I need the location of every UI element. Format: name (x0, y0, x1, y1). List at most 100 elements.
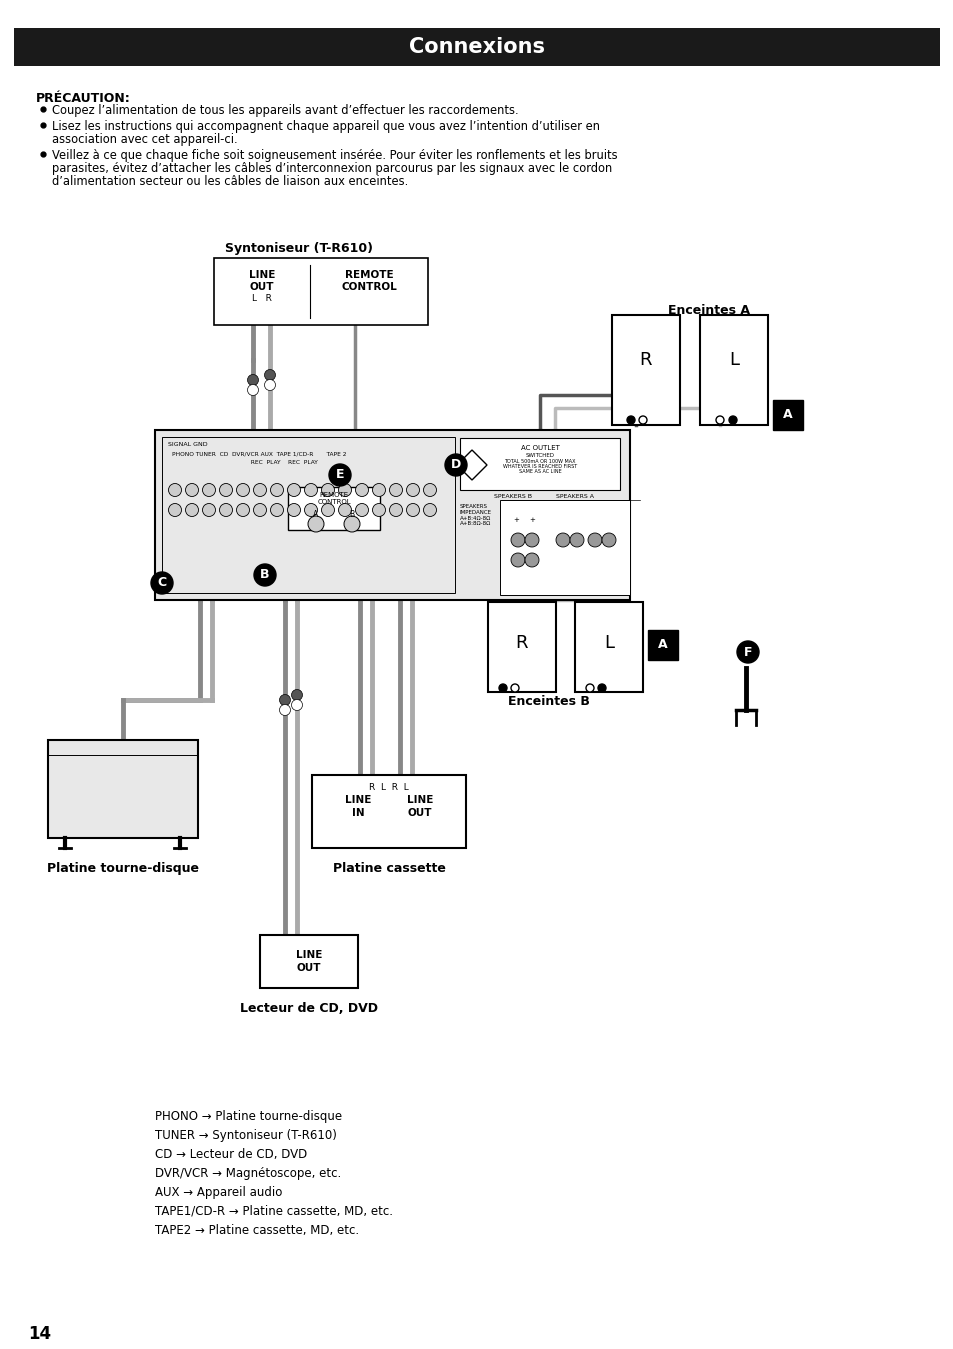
Circle shape (287, 483, 300, 496)
Bar (488, 602, 556, 692)
Circle shape (569, 533, 583, 546)
Text: Connexions: Connexions (409, 36, 544, 57)
Text: TAPE1/CD-R → Platine cassette, MD, etc.: TAPE1/CD-R → Platine cassette, MD, etc. (154, 1205, 393, 1218)
Circle shape (406, 503, 419, 517)
Text: C: C (157, 576, 167, 590)
Text: d’alimentation secteur ou les câbles de liaison aux enceintes.: d’alimentation secteur ou les câbles de … (52, 175, 408, 188)
Circle shape (639, 415, 646, 424)
Bar (700, 316, 767, 425)
Text: OUT: OUT (296, 963, 321, 973)
Circle shape (344, 517, 359, 532)
Text: REMOTE: REMOTE (344, 270, 393, 281)
Circle shape (389, 503, 402, 517)
Text: LINE: LINE (249, 270, 274, 281)
Text: Platine tourne-disque: Platine tourne-disque (47, 862, 199, 876)
Text: SWITCHED: SWITCHED (525, 453, 554, 459)
Circle shape (355, 483, 368, 496)
Circle shape (511, 533, 524, 546)
Bar (162, 437, 455, 594)
Circle shape (524, 533, 538, 546)
Circle shape (304, 483, 317, 496)
Circle shape (585, 684, 594, 692)
Text: A: A (313, 510, 318, 519)
Text: REMOTE: REMOTE (319, 492, 348, 498)
Text: Syntoniseur (T-R610): Syntoniseur (T-R610) (225, 241, 373, 255)
Text: LINE: LINE (295, 950, 322, 960)
Bar (260, 935, 357, 987)
Circle shape (728, 415, 737, 424)
Circle shape (423, 503, 436, 517)
Circle shape (292, 689, 302, 700)
Bar (575, 602, 642, 692)
Circle shape (202, 483, 215, 496)
Circle shape (587, 533, 601, 546)
Text: 14: 14 (28, 1325, 51, 1344)
Bar (213, 258, 428, 325)
Circle shape (264, 379, 275, 390)
Circle shape (264, 370, 275, 380)
Circle shape (236, 503, 250, 517)
Circle shape (287, 503, 300, 517)
Circle shape (498, 684, 506, 692)
Circle shape (185, 503, 198, 517)
Circle shape (279, 695, 291, 706)
Circle shape (304, 503, 317, 517)
Circle shape (271, 503, 283, 517)
Text: SPEAKERS B: SPEAKERS B (494, 494, 532, 499)
Text: CONTROL: CONTROL (316, 499, 351, 505)
Bar (312, 774, 465, 849)
Text: Enceintes B: Enceintes B (507, 695, 589, 708)
Text: A: A (658, 638, 667, 652)
Text: PHONO TUNER  CD  DVR/VCR AUX  TAPE 1/CD-R       TAPE 2: PHONO TUNER CD DVR/VCR AUX TAPE 1/CD-R T… (172, 452, 346, 457)
Text: B: B (349, 510, 355, 519)
Circle shape (338, 503, 351, 517)
Text: AUX → Appareil audio: AUX → Appareil audio (154, 1186, 282, 1199)
Circle shape (524, 553, 538, 567)
Text: LINE: LINE (344, 795, 371, 805)
Text: L   R: L R (252, 294, 272, 304)
Bar (499, 500, 629, 595)
Text: LINE: LINE (406, 795, 433, 805)
Circle shape (236, 483, 250, 496)
Text: SPEAKERS A: SPEAKERS A (556, 494, 594, 499)
Text: IN: IN (352, 808, 364, 817)
Text: OUT: OUT (407, 808, 432, 817)
Circle shape (406, 483, 419, 496)
Circle shape (253, 564, 275, 585)
Circle shape (247, 384, 258, 395)
Text: +: + (529, 517, 535, 523)
Text: AC OUTLET: AC OUTLET (520, 445, 558, 451)
Text: L: L (728, 351, 739, 370)
Text: F: F (743, 646, 752, 658)
Circle shape (716, 415, 723, 424)
Bar (14, 28, 939, 66)
Text: SPEAKERS
IMPEDANCE
A+B:4Ω-8Ω
A+B:8Ω-8Ω: SPEAKERS IMPEDANCE A+B:4Ω-8Ω A+B:8Ω-8Ω (459, 505, 492, 526)
Circle shape (271, 483, 283, 496)
Bar (288, 487, 379, 530)
Circle shape (219, 503, 233, 517)
Circle shape (292, 700, 302, 711)
Text: R: R (639, 351, 652, 370)
Text: B: B (260, 568, 270, 581)
Text: R  L  R  L: R L R L (369, 782, 409, 792)
Text: SAME AS AC LINE: SAME AS AC LINE (518, 469, 560, 473)
Text: L: L (603, 634, 614, 652)
Text: Lecteur de CD, DVD: Lecteur de CD, DVD (240, 1002, 377, 1014)
Circle shape (321, 503, 335, 517)
Bar (647, 630, 678, 660)
Circle shape (601, 533, 616, 546)
Circle shape (202, 503, 215, 517)
Text: R: R (516, 634, 528, 652)
Text: CD → Lecteur de CD, DVD: CD → Lecteur de CD, DVD (154, 1148, 307, 1161)
Bar (459, 438, 619, 490)
Bar (772, 401, 802, 430)
Text: CONTROL: CONTROL (341, 282, 396, 291)
Circle shape (444, 455, 467, 476)
Circle shape (355, 503, 368, 517)
Circle shape (598, 684, 605, 692)
Text: SIGNAL GND: SIGNAL GND (168, 442, 208, 447)
Circle shape (556, 533, 569, 546)
Circle shape (329, 464, 351, 486)
Text: A: A (782, 409, 792, 421)
Bar (48, 741, 198, 838)
